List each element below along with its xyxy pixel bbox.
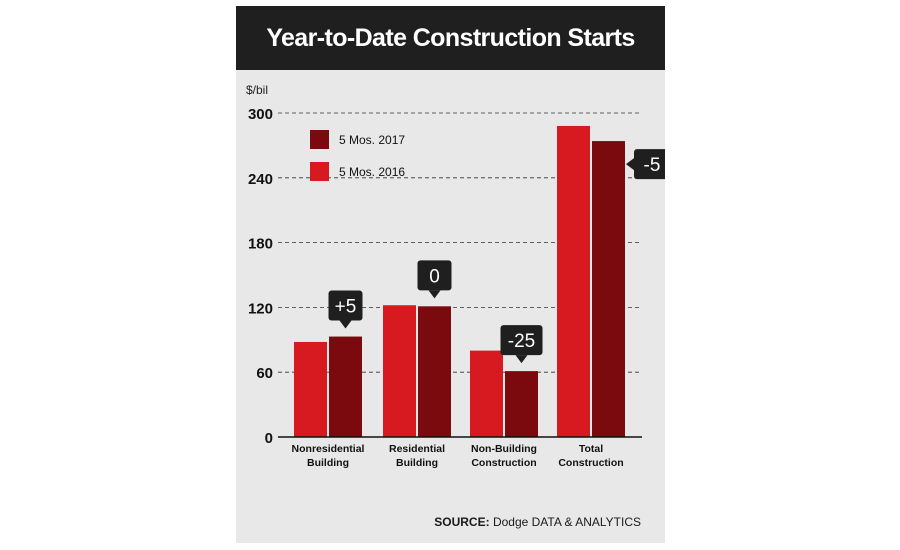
x-tick-label: Building (396, 457, 438, 469)
y-tick-label: 180 (248, 236, 273, 253)
x-tick-label: Construction (471, 457, 536, 469)
change-label: +5 (335, 297, 357, 318)
bar-2017 (418, 306, 451, 437)
bar-2017 (329, 336, 362, 437)
y-tick-label: 240 (248, 171, 273, 188)
legend-label: 5 Mos. 2016 (339, 165, 405, 179)
y-axis-label: $/bil (246, 83, 268, 97)
bar-2016 (557, 125, 590, 438)
x-tick-label: Non-Building (471, 443, 537, 455)
y-tick-label: 120 (248, 300, 273, 317)
callout-box (500, 325, 543, 356)
x-tick-label: Total (579, 443, 603, 455)
bar-2016 (383, 305, 416, 437)
y-tick-label: 0 (265, 430, 273, 447)
change-label: -25 (508, 331, 535, 352)
legend-swatch (310, 130, 329, 149)
bar-2016 (294, 341, 327, 437)
bar-2017 (505, 371, 538, 437)
y-tick-label: 300 (248, 106, 273, 123)
callout-box (328, 290, 363, 321)
chart-card: Year-to-Date Construction Starts $/bil 0 6… (236, 6, 665, 543)
legend-label: 5 Mos. 2017 (339, 133, 405, 147)
callout-pointer (428, 290, 441, 299)
x-tick-label: Nonresidential (292, 443, 365, 455)
x-tick-label: Residential (389, 443, 445, 455)
source-label: SOURCE: (434, 515, 490, 529)
source-note: SOURCE: Dodge DATA & ANALYTICS (434, 515, 641, 529)
chart-title: Year-to-Date Construction Starts (236, 6, 665, 70)
change-label: 0 (429, 266, 440, 287)
callout-box (634, 149, 665, 180)
legend-swatch (310, 162, 329, 181)
callout-pointer (339, 320, 352, 329)
change-label: -5 (644, 155, 661, 176)
chart-plot: $/bil 0 60 120 180 240 300 Nonresidential Buildi… (246, 83, 665, 469)
x-tick-label: Building (307, 457, 349, 469)
y-tick-label: 60 (256, 365, 273, 382)
callout-pointer (626, 158, 634, 171)
bar-2017 (592, 141, 625, 437)
bar-2016 (470, 350, 503, 437)
callout-box (417, 260, 452, 291)
callout-pointer (515, 355, 528, 364)
source-text: Dodge DATA & ANALYTICS (492, 515, 641, 529)
x-tick-label: Construction (558, 457, 623, 469)
